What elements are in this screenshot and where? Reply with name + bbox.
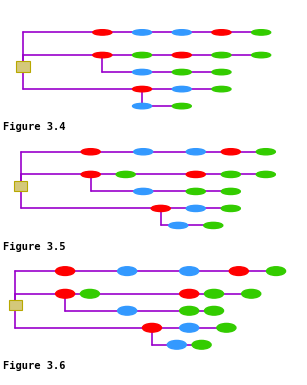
Circle shape [217,323,236,332]
Circle shape [242,290,261,298]
Circle shape [172,52,191,58]
Circle shape [186,149,205,155]
Circle shape [180,306,199,315]
Circle shape [256,149,275,155]
Circle shape [81,171,100,177]
Text: Figure 3.6: Figure 3.6 [3,361,66,371]
Circle shape [80,290,99,298]
Circle shape [180,267,199,275]
Text: Figure 3.4: Figure 3.4 [3,122,66,132]
Circle shape [204,223,223,229]
Circle shape [118,306,137,315]
Circle shape [252,52,271,58]
Circle shape [212,52,231,58]
Circle shape [133,86,152,92]
Circle shape [56,267,75,275]
Circle shape [133,52,152,58]
Circle shape [221,149,240,155]
Circle shape [116,171,135,177]
Circle shape [169,223,188,229]
Circle shape [133,103,152,109]
Circle shape [212,69,231,75]
Circle shape [229,267,248,275]
Circle shape [252,30,271,35]
Circle shape [134,149,153,155]
Circle shape [180,323,199,332]
Circle shape [204,290,223,298]
Circle shape [186,205,205,211]
Circle shape [186,171,205,177]
Circle shape [133,30,152,35]
Bar [14,181,27,191]
Circle shape [212,86,231,92]
Circle shape [134,188,153,194]
Circle shape [221,205,240,211]
Circle shape [172,69,191,75]
Circle shape [81,149,100,155]
Circle shape [172,86,191,92]
Circle shape [212,30,231,35]
Circle shape [256,171,275,177]
Circle shape [180,290,199,298]
Circle shape [204,306,223,315]
Circle shape [167,340,186,349]
Circle shape [93,30,112,35]
Bar [9,300,22,310]
Circle shape [221,171,240,177]
Circle shape [192,340,211,349]
Circle shape [221,188,240,194]
Circle shape [186,188,205,194]
Circle shape [172,103,191,109]
Circle shape [142,323,161,332]
Circle shape [118,267,137,275]
Circle shape [172,30,191,35]
Circle shape [151,205,170,211]
Circle shape [93,52,112,58]
Bar [16,61,29,72]
Text: Figure 3.5: Figure 3.5 [3,242,66,252]
Circle shape [266,267,286,275]
Circle shape [133,69,152,75]
Circle shape [56,290,75,298]
